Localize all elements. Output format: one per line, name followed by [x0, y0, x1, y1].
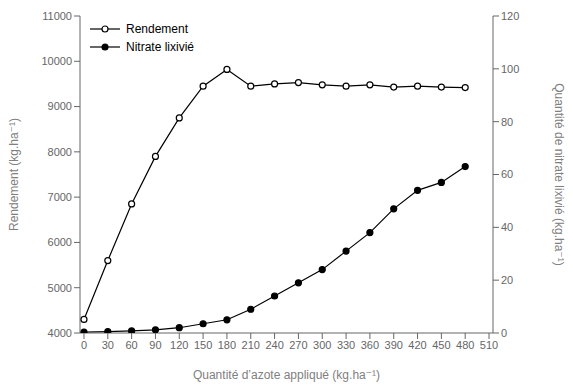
svg-text:40: 40: [501, 221, 513, 233]
svg-text:330: 330: [337, 339, 355, 351]
svg-text:7000: 7000: [48, 191, 72, 203]
svg-text:510: 510: [480, 339, 498, 351]
svg-text:420: 420: [408, 339, 426, 351]
svg-text:5000: 5000: [48, 282, 72, 294]
svg-text:100: 100: [501, 63, 519, 75]
svg-text:300: 300: [313, 339, 331, 351]
svg-text:210: 210: [242, 339, 260, 351]
svg-text:0: 0: [501, 327, 507, 339]
svg-text:120: 120: [170, 339, 188, 351]
svg-text:240: 240: [265, 339, 283, 351]
svg-text:90: 90: [149, 339, 161, 351]
html-text:Nitrate lixivié: Nitrate lixivié: [126, 40, 194, 54]
svg-text:11000: 11000: [42, 10, 72, 22]
svg-text:120: 120: [501, 10, 519, 22]
svg-text:80: 80: [501, 116, 513, 128]
svg-text:60: 60: [501, 168, 513, 180]
svg-text:Quantité d’azote appliqué (kg.: Quantité d’azote appliqué (kg.ha⁻¹): [193, 368, 380, 382]
svg-text:60: 60: [126, 339, 138, 351]
svg-text:480: 480: [456, 339, 474, 351]
svg-text:9000: 9000: [48, 100, 72, 112]
svg-text:4000: 4000: [48, 327, 72, 339]
svg-text:Quantité de nitrate lixivié (k: Quantité de nitrate lixivié (kg.ha⁻¹): [552, 83, 565, 265]
html-text:Rendement: Rendement: [126, 22, 188, 36]
svg-text:30: 30: [102, 339, 114, 351]
svg-text:450: 450: [432, 339, 450, 351]
svg-text:20: 20: [501, 274, 513, 286]
svg-text:6000: 6000: [48, 236, 72, 248]
svg-text:150: 150: [194, 339, 212, 351]
svg-text:270: 270: [289, 339, 307, 351]
svg-text:0: 0: [81, 339, 87, 351]
svg-text:180: 180: [218, 339, 236, 351]
svg-text:360: 360: [361, 339, 379, 351]
svg-text:8000: 8000: [48, 146, 72, 158]
svg-text:390: 390: [385, 339, 403, 351]
svg-text:Rendement (kg.ha⁻¹): Rendement (kg.ha⁻¹): [8, 118, 21, 231]
svg-text:10000: 10000: [41, 55, 72, 67]
